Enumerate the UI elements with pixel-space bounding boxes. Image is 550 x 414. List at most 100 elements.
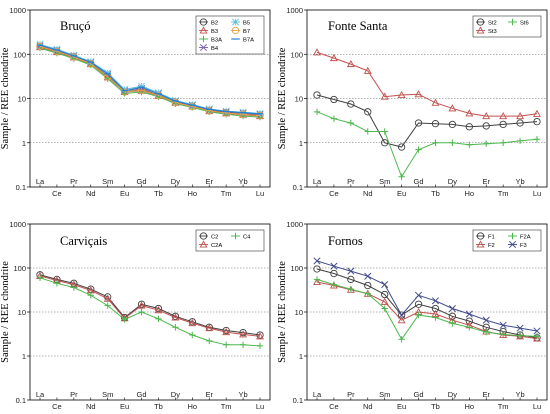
series-F1 xyxy=(313,265,541,342)
data-point xyxy=(499,120,507,129)
data-point xyxy=(104,69,112,77)
legend-label: F2A xyxy=(520,234,531,240)
legend-item-B3A: B3A xyxy=(199,35,222,43)
data-point xyxy=(380,297,389,305)
y-tick-label: 10 xyxy=(295,95,303,104)
y-tick-label: 0.1 xyxy=(293,183,303,192)
y-axis-label: Sample / REE chondrite xyxy=(0,47,11,149)
data-point xyxy=(448,104,457,112)
x-tick-label: Dy xyxy=(171,390,180,399)
data-point xyxy=(381,305,388,312)
data-point xyxy=(476,18,485,26)
x-tick-label: Yb xyxy=(238,177,247,186)
data-point xyxy=(171,313,180,321)
data-point xyxy=(347,100,355,108)
data-point xyxy=(465,109,474,117)
x-tick-label: Sm xyxy=(379,390,390,399)
data-point xyxy=(171,98,180,107)
x-tick-label: Lu xyxy=(533,402,541,411)
x-tick-label: Pr xyxy=(70,177,78,186)
data-point xyxy=(347,285,355,293)
y-tick-label: 100 xyxy=(290,264,303,273)
legend-box xyxy=(472,229,542,252)
series-line xyxy=(316,260,538,332)
data-point xyxy=(431,120,440,128)
legend-item-C4: C4 xyxy=(231,232,251,240)
data-point xyxy=(508,240,517,249)
data-point xyxy=(516,111,525,120)
x-tick-label: Eu xyxy=(120,402,129,411)
data-point xyxy=(533,333,541,340)
data-point xyxy=(364,290,371,297)
x-tick-label: Gd xyxy=(414,177,424,186)
data-point xyxy=(482,316,490,324)
data-point xyxy=(398,311,406,319)
data-point xyxy=(381,290,389,299)
x-tick-label: Dy xyxy=(448,390,457,399)
legend-label: St3 xyxy=(488,29,497,35)
x-tick-label: Dy xyxy=(171,177,180,186)
data-point xyxy=(206,337,213,345)
data-point xyxy=(256,331,264,339)
x-tick-label: Ce xyxy=(52,189,62,198)
x-tick-label: Tb xyxy=(431,189,440,198)
legend-label: St2 xyxy=(488,20,497,26)
series-C4 xyxy=(36,274,264,350)
data-point xyxy=(222,109,230,117)
legend-item-St6: St6 xyxy=(508,18,529,26)
data-point xyxy=(231,26,240,35)
x-tick-label: Ho xyxy=(465,402,475,411)
legend-item-F1: F1 xyxy=(476,232,495,240)
data-point xyxy=(432,314,439,321)
data-point xyxy=(499,331,507,338)
data-point xyxy=(313,276,321,283)
data-point xyxy=(313,257,321,265)
x-tick-label: Tb xyxy=(154,402,163,411)
data-point xyxy=(448,312,457,320)
data-point xyxy=(381,281,389,289)
x-tick-label: Ho xyxy=(188,189,198,198)
y-tick-label: 10 xyxy=(18,95,26,104)
data-point xyxy=(476,232,485,240)
x-tick-label: Eu xyxy=(397,402,406,411)
data-point xyxy=(137,300,146,308)
data-point xyxy=(347,275,355,284)
legend-label: B7 xyxy=(243,29,250,35)
data-point xyxy=(70,51,78,59)
legend-item-F2A: F2A xyxy=(508,232,531,240)
y-tick-label: 0.1 xyxy=(293,396,303,405)
legend-item-St2: St2 xyxy=(476,18,497,26)
legend-item-F3: F3 xyxy=(508,240,527,249)
x-tick-label: Er xyxy=(482,177,490,186)
legend: C2 C2A C4 xyxy=(195,229,265,252)
data-point xyxy=(222,326,230,335)
x-tick-label: Pr xyxy=(347,177,355,186)
data-point xyxy=(330,115,338,122)
data-point xyxy=(87,292,94,299)
data-point xyxy=(432,139,439,146)
x-tick-label: Gd xyxy=(414,390,424,399)
y-tick-label: 10 xyxy=(295,308,303,317)
x-tick-label: Tm xyxy=(498,189,509,198)
data-point xyxy=(482,111,491,120)
data-point xyxy=(121,316,128,323)
data-point xyxy=(239,328,247,337)
x-tick-label: Eu xyxy=(397,189,406,198)
data-point xyxy=(414,119,423,127)
x-tick-label: Ho xyxy=(465,189,475,198)
series-St6 xyxy=(313,108,541,181)
x-tick-label: Sm xyxy=(379,177,390,186)
data-point xyxy=(199,240,208,248)
series-line xyxy=(39,277,261,347)
y-axis-label: Sample / REE chondrite xyxy=(0,261,11,363)
data-point xyxy=(363,66,372,74)
data-point xyxy=(205,107,213,115)
data-point xyxy=(415,146,422,153)
data-point xyxy=(364,128,371,135)
data-point xyxy=(239,110,247,118)
x-tick-label: Eu xyxy=(120,189,129,198)
y-tick-label: 100 xyxy=(13,50,26,59)
x-tick-label: Er xyxy=(205,177,213,186)
y-tick-label: 1000 xyxy=(9,6,26,15)
data-point xyxy=(533,136,541,143)
